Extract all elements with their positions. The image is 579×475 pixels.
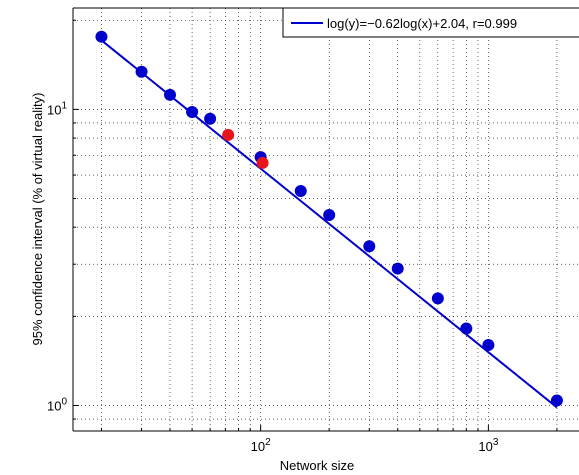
data-point (294, 185, 307, 198)
x-tick-label: 103 (478, 437, 498, 454)
axis-ticks: 102 103 100 101 (47, 19, 558, 454)
data-point (363, 240, 376, 253)
data-point (164, 88, 177, 101)
y-tick-label: 100 (47, 396, 67, 413)
data-point (460, 322, 473, 335)
legend-box (282, 7, 579, 38)
data-point (482, 339, 495, 352)
data-point (95, 30, 108, 43)
y-axis-label: 95% confidence interval (% of virtual re… (30, 93, 45, 346)
data-point (204, 112, 217, 125)
highlighted-data-point (256, 156, 269, 169)
legend-label: log(y)=−0.62log(x)+2.04, r=0.999 (327, 16, 517, 31)
grid (73, 8, 579, 431)
data-point (323, 208, 336, 221)
y-tick-label: 101 (47, 100, 67, 117)
fit-line (100, 39, 558, 409)
legend: log(y)=−0.62log(x)+2.04, r=0.999 (282, 7, 579, 38)
data-point (431, 292, 444, 305)
x-tick-label: 102 (251, 437, 271, 454)
highlighted-data-point (222, 128, 235, 141)
data-point (391, 262, 404, 275)
data-point (186, 105, 199, 118)
data-point (135, 65, 148, 78)
data-layer (95, 30, 563, 409)
data-point (550, 394, 563, 407)
x-axis-label: Network size (280, 458, 354, 473)
